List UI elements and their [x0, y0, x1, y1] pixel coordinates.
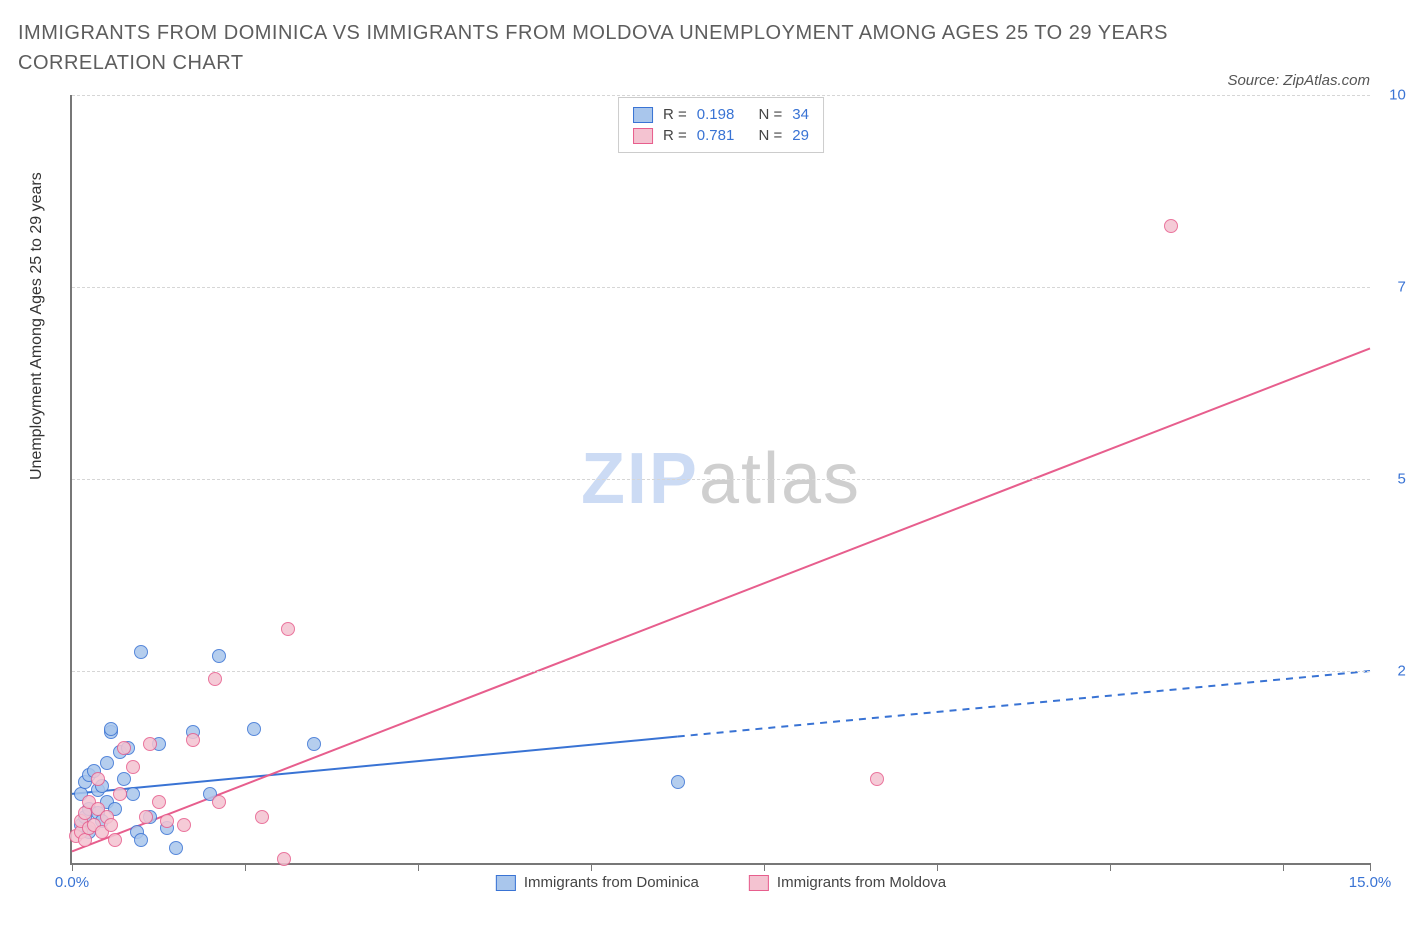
data-point-dominica	[169, 841, 183, 855]
x-tick-label: 0.0%	[55, 874, 89, 891]
data-point-dominica	[671, 775, 685, 789]
trend-line-moldova	[72, 348, 1370, 851]
data-point-moldova	[152, 795, 166, 809]
data-point-dominica	[126, 787, 140, 801]
y-tick-label: 25.0%	[1380, 663, 1406, 680]
data-point-moldova	[212, 795, 226, 809]
x-tick	[764, 863, 765, 871]
data-point-moldova	[186, 733, 200, 747]
data-point-moldova	[143, 737, 157, 751]
x-tick	[418, 863, 419, 871]
data-point-dominica	[212, 649, 226, 663]
correlation-stats-box: R = 0.198 N = 34 R = 0.781 N = 29	[618, 97, 824, 153]
r-value-moldova: 0.781	[697, 125, 735, 146]
x-tick	[937, 863, 938, 871]
source-attribution: Source: ZipAtlas.com	[1227, 72, 1370, 89]
data-point-moldova	[108, 833, 122, 847]
chart-title: IMMIGRANTS FROM DOMINICA VS IMMIGRANTS F…	[18, 18, 1208, 78]
data-point-moldova	[281, 622, 295, 636]
n-value-dominica: 34	[792, 104, 809, 125]
data-point-moldova	[208, 672, 222, 686]
data-point-moldova	[177, 818, 191, 832]
data-point-dominica	[117, 772, 131, 786]
data-point-moldova	[126, 760, 140, 774]
data-point-moldova	[117, 741, 131, 755]
data-point-dominica	[307, 737, 321, 751]
data-point-moldova	[1164, 219, 1178, 233]
data-point-moldova	[160, 814, 174, 828]
gridline	[72, 287, 1370, 288]
swatch-moldova-legend	[749, 875, 769, 891]
data-point-dominica	[104, 722, 118, 736]
gridline	[72, 671, 1370, 672]
stats-row-moldova: R = 0.781 N = 29	[633, 125, 809, 146]
r-value-dominica: 0.198	[697, 104, 735, 125]
data-point-dominica	[247, 722, 261, 736]
x-tick-label: 15.0%	[1349, 874, 1392, 891]
gridline	[72, 95, 1370, 96]
swatch-moldova	[633, 128, 653, 144]
x-tick	[1283, 863, 1284, 871]
scatter-plot-area: ZIPatlas R = 0.198 N = 34 R = 0.781 N = …	[70, 95, 1370, 865]
y-tick-label: 50.0%	[1380, 471, 1406, 488]
stats-row-dominica: R = 0.198 N = 34	[633, 104, 809, 125]
data-point-moldova	[104, 818, 118, 832]
swatch-dominica	[633, 107, 653, 123]
n-value-moldova: 29	[792, 125, 809, 146]
trend-line-dashed-dominica	[678, 671, 1370, 737]
data-point-dominica	[134, 833, 148, 847]
data-point-moldova	[91, 772, 105, 786]
data-point-moldova	[870, 772, 884, 786]
y-tick-label: 75.0%	[1380, 279, 1406, 296]
data-point-dominica	[100, 756, 114, 770]
x-tick	[1370, 863, 1371, 871]
y-tick-label: 100.0%	[1380, 87, 1406, 104]
gridline	[72, 479, 1370, 480]
x-tick	[591, 863, 592, 871]
x-tick	[1110, 863, 1111, 871]
bottom-legend: Immigrants from Dominica Immigrants from…	[496, 874, 946, 891]
y-axis-title: Unemployment Among Ages 25 to 29 years	[28, 172, 46, 480]
data-point-moldova	[255, 810, 269, 824]
x-tick	[72, 863, 73, 871]
legend-item-moldova: Immigrants from Moldova	[749, 874, 946, 891]
data-point-moldova	[139, 810, 153, 824]
data-point-moldova	[113, 787, 127, 801]
legend-item-dominica: Immigrants from Dominica	[496, 874, 699, 891]
x-tick	[245, 863, 246, 871]
data-point-moldova	[277, 852, 291, 866]
data-point-dominica	[134, 645, 148, 659]
swatch-dominica-legend	[496, 875, 516, 891]
